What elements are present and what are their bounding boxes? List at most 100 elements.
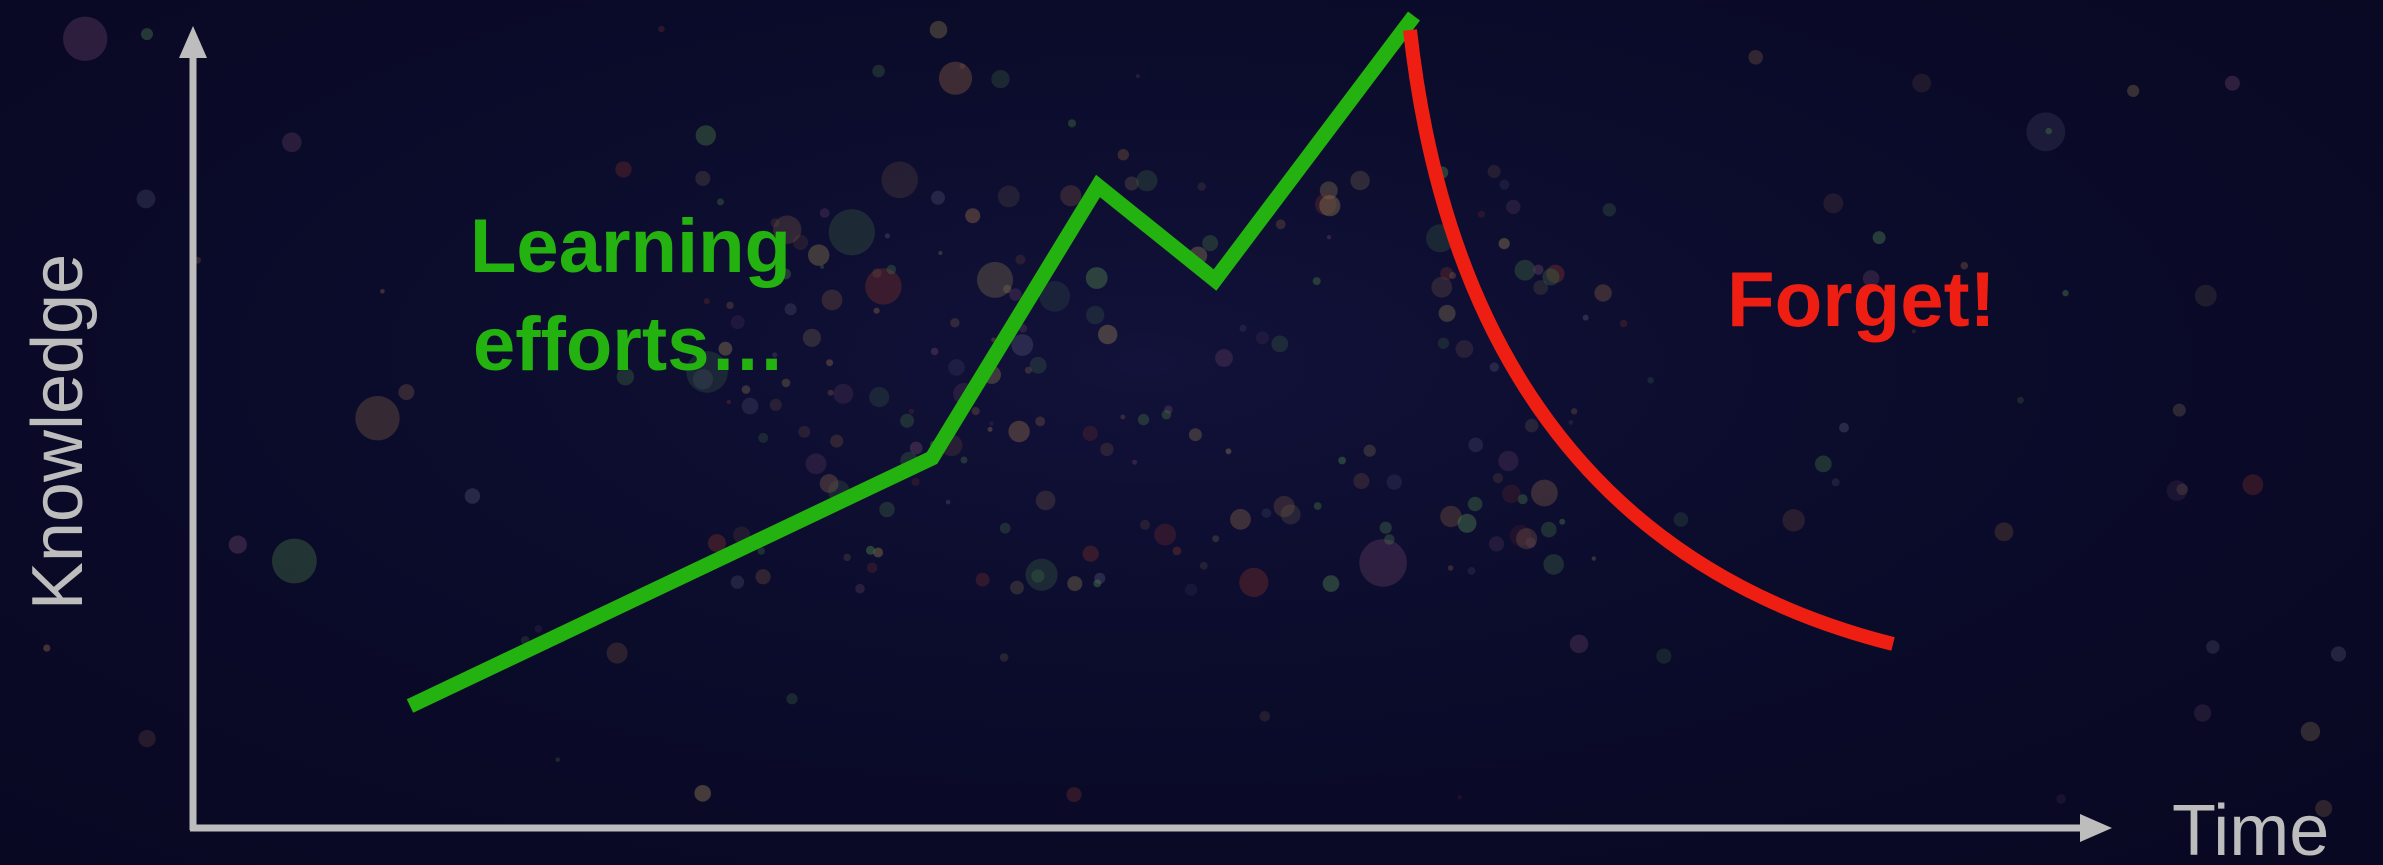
bokeh-particle: [1009, 288, 1022, 301]
bokeh-particle: [2300, 721, 2321, 742]
bokeh-particle: [355, 396, 400, 441]
x-axis-label: Time: [2172, 791, 2329, 865]
bokeh-particle: [616, 368, 635, 386]
bokeh-particle: [798, 425, 811, 438]
bokeh-particle: [855, 583, 865, 594]
bokeh-particle: [136, 189, 156, 209]
bokeh-particle: [692, 369, 714, 390]
bokeh-particle: [1748, 50, 1763, 65]
bokeh-particle: [1960, 261, 1969, 270]
bokeh-particle: [1531, 479, 1558, 507]
bokeh-particle: [1082, 425, 1098, 441]
bokeh-particle: [2045, 127, 2053, 135]
bokeh-particle: [1467, 496, 1483, 512]
bokeh-particle: [1498, 238, 1510, 250]
bokeh-particle: [773, 215, 802, 244]
bokeh-particle: [1271, 335, 1289, 353]
bokeh-particle: [686, 351, 728, 393]
bokeh-particle: [948, 359, 965, 376]
bokeh-particle: [872, 268, 882, 278]
bokeh-particle: [464, 488, 481, 504]
bokeh-particle: [2172, 403, 2186, 417]
bokeh-particle: [1137, 413, 1150, 426]
bokeh-particle: [1467, 567, 1476, 575]
bokeh-particle: [1514, 259, 1536, 281]
bokeh-particle: [380, 289, 385, 294]
bokeh-particle: [2017, 396, 2024, 404]
bokeh-particle: [1136, 170, 1158, 192]
learning-curve: [406, 11, 1420, 713]
bokeh-particle: [1003, 284, 1012, 294]
bokeh-particle: [228, 535, 247, 554]
bokeh-particle: [1172, 546, 1182, 556]
bokeh-particle: [1911, 329, 1916, 334]
bokeh-particle: [999, 522, 1011, 534]
bokeh-particle: [772, 352, 778, 358]
bokeh-particle: [1082, 545, 1099, 562]
bokeh-particle: [900, 413, 915, 428]
background-particles: [43, 16, 2347, 817]
bokeh-particle: [929, 20, 948, 39]
bokeh-particle: [1468, 437, 1483, 453]
bokeh-particle: [741, 397, 759, 415]
bokeh-particle: [1359, 539, 1407, 587]
bokeh-particle: [1994, 522, 2014, 542]
bokeh-particle: [930, 347, 939, 356]
bokeh-particle: [1839, 422, 1849, 433]
bokeh-particle: [1431, 276, 1453, 298]
bokeh-particle: [1516, 528, 1538, 550]
bokeh-particle: [1502, 484, 1521, 504]
bokeh-particle: [717, 198, 724, 206]
bokeh-particle: [879, 501, 895, 518]
bokeh-particle: [1085, 267, 1108, 289]
bokeh-particle: [1120, 414, 1126, 420]
bokeh-particle: [757, 547, 765, 555]
bokeh-particle: [872, 64, 885, 78]
bokeh-particle: [819, 474, 839, 493]
bokeh-particle: [1202, 235, 1219, 252]
bokeh-particle: [2330, 646, 2347, 662]
bokeh-particle: [987, 426, 993, 432]
bokeh-particle: [707, 534, 726, 553]
bokeh-particle: [909, 441, 923, 455]
bokeh-particle: [1569, 634, 1589, 654]
bokeh-particle: [1259, 711, 1271, 722]
bokeh-particle: [1533, 280, 1549, 295]
bokeh-particle: [975, 572, 990, 587]
bokeh-particle: [1489, 362, 1500, 372]
bokeh-particle: [2194, 704, 2212, 722]
bokeh-particle: [1492, 473, 1503, 484]
bokeh-particle: [1188, 428, 1202, 442]
bokeh-particle: [2224, 75, 2240, 91]
bokeh-particle: [873, 547, 884, 558]
bokeh-particle: [1010, 580, 1024, 595]
forgetting-curve: [1403, 29, 1895, 651]
bokeh-particle: [1477, 210, 1485, 218]
bokeh-particle: [1488, 536, 1505, 552]
bokeh-particle: [977, 261, 1013, 298]
bokeh-particle: [741, 385, 751, 394]
bokeh-particle: [792, 234, 809, 250]
bokeh-particle: [1015, 254, 1026, 265]
bokeh-particle: [971, 407, 980, 416]
bokeh-particle: [1322, 575, 1340, 592]
bokeh-particle: [1440, 267, 1454, 281]
bokeh-particle: [534, 625, 543, 633]
bokeh-particle: [1067, 576, 1083, 592]
bokeh-particle: [1594, 284, 1612, 302]
bokeh-particle: [1275, 219, 1286, 230]
bokeh-particle: [1124, 176, 1139, 191]
bokeh-particle: [1067, 119, 1077, 128]
bokeh-particle: [1447, 565, 1454, 571]
bokeh-particle: [1161, 409, 1172, 420]
bokeh-particle: [1060, 185, 1082, 207]
bokeh-particle: [1559, 518, 1566, 525]
bokeh-particle: [833, 383, 854, 404]
bokeh-particle: [1197, 182, 1206, 191]
bokeh-particle: [938, 61, 973, 95]
bokeh-particle: [1457, 513, 1477, 533]
bokeh-particle: [1872, 231, 1886, 245]
bokeh-particle: [950, 318, 960, 328]
bokeh-particle: [2206, 640, 2220, 654]
bokeh-particle: [1140, 519, 1150, 530]
